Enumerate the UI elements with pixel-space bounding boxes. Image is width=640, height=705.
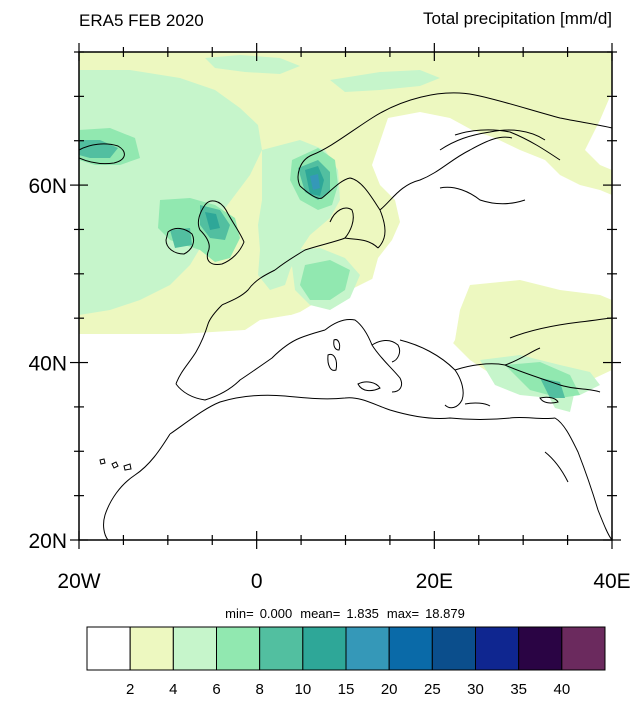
colorbar-swatch	[561, 626, 606, 671]
x-tick-label: 0	[251, 570, 263, 593]
plot-area	[79, 52, 612, 540]
colorbar-label: 25	[424, 681, 441, 698]
colorbar-label: 6	[212, 681, 220, 698]
x-tick-label: 20E	[416, 570, 453, 593]
colorbar-swatch	[475, 626, 520, 671]
colorbar-swatch	[518, 626, 563, 671]
colorbar: 2 4 6 8 10 15 20 25 30 35 40	[86, 626, 606, 698]
variable-title: Total precipitation [mm/d]	[423, 9, 612, 28]
stats-line: min= 0.000 mean= 1.835 max= 18.879	[225, 606, 465, 621]
colorbar-label: 2	[126, 681, 134, 698]
colorbar-swatch	[86, 626, 131, 671]
colorbar-label: 10	[294, 681, 311, 698]
colorbar-label: 40	[553, 681, 570, 698]
axis-labels: 20W 0 20E 40E 60N 40N 20N	[28, 175, 630, 593]
map-title: ERA5 FEB 2020	[79, 11, 204, 30]
colorbar-swatch	[431, 626, 477, 671]
x-tick-label: 20W	[57, 570, 100, 593]
y-tick-label: 20N	[28, 530, 67, 553]
colorbar-swatch	[345, 626, 390, 671]
colorbar-label: 20	[381, 681, 398, 698]
colorbar-swatch	[216, 626, 261, 671]
colorbar-swatch	[129, 626, 174, 671]
y-tick-label: 40N	[28, 353, 67, 376]
precipitation-field	[79, 52, 612, 540]
x-tick-label: 40E	[593, 570, 630, 593]
colorbar-swatch	[388, 626, 433, 671]
colorbar-label: 35	[510, 681, 527, 698]
axis-ticks	[70, 43, 621, 549]
colorbar-label: 8	[255, 681, 263, 698]
colorbar-label: 15	[338, 681, 355, 698]
colorbar-swatch	[259, 626, 304, 671]
colorbar-swatch	[302, 626, 347, 671]
colorbar-label: 4	[169, 681, 177, 698]
colorbar-swatch	[172, 626, 217, 671]
y-tick-label: 60N	[28, 175, 67, 198]
coastlines	[79, 92, 612, 540]
colorbar-label: 30	[467, 681, 484, 698]
